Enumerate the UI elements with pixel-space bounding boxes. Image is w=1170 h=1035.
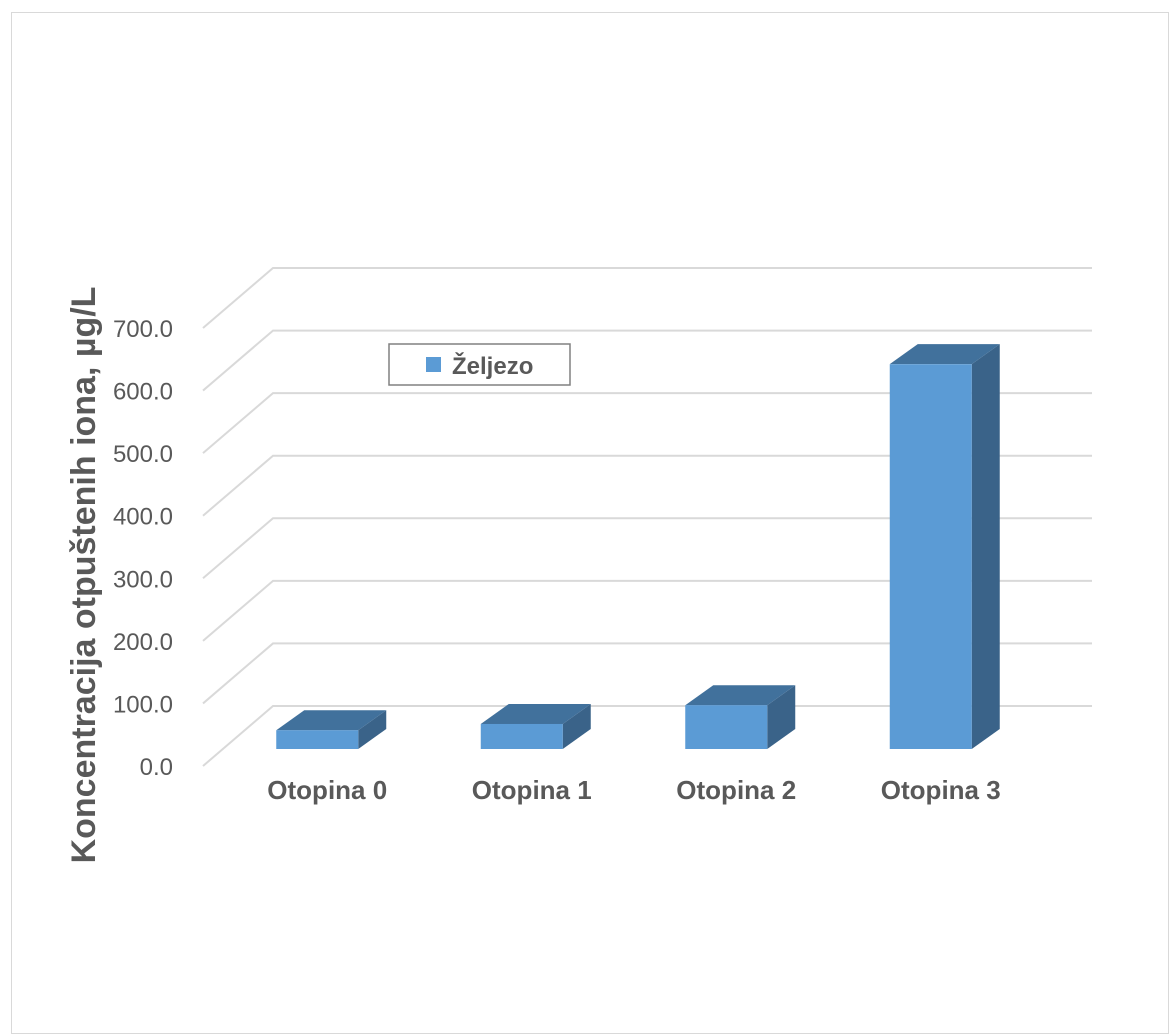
y-tick-label: 400.0 xyxy=(113,504,173,531)
gridline xyxy=(202,705,1092,767)
bar-side xyxy=(562,703,591,749)
legend-label-zeljezo: Željezo xyxy=(452,352,533,380)
x-axis-categories: Otopina 0 Otopina 1 Otopina 2 Otopina 3 xyxy=(267,775,1000,805)
y-axis-title: Koncentracija otpuštenih iona, µg/L xyxy=(65,287,103,864)
x-category-label: Otopina 0 xyxy=(267,775,387,805)
legend: Željezo xyxy=(388,343,571,386)
gridline xyxy=(202,267,1092,329)
y-tick-label: 500.0 xyxy=(113,441,173,468)
bar-top xyxy=(685,685,796,706)
y-tick-label: 100.0 xyxy=(113,691,173,718)
y-tick-label: 300.0 xyxy=(113,566,173,593)
gridline xyxy=(202,454,1092,517)
y-tick-label: 0.0 xyxy=(140,754,173,781)
bar-side xyxy=(767,685,796,749)
bar xyxy=(889,364,972,749)
gridlines xyxy=(202,267,1092,767)
gridline xyxy=(202,642,1092,705)
gridline xyxy=(202,392,1092,454)
y-tick-label: 600.0 xyxy=(113,379,173,406)
bar-top xyxy=(889,344,1000,365)
legend-box xyxy=(388,343,571,386)
bar xyxy=(685,705,768,749)
gridline xyxy=(202,517,1092,580)
bar-top xyxy=(480,703,591,724)
bar-side xyxy=(358,710,387,749)
bar xyxy=(480,723,563,749)
gridline xyxy=(202,329,1092,392)
bar-top xyxy=(276,710,387,731)
gridline xyxy=(202,579,1092,642)
y-axis-ticks: 0.0 100.0 200.0 300.0 400.0 500.0 600.0 700.0 xyxy=(113,316,173,781)
bar xyxy=(276,730,359,749)
bar-side xyxy=(971,344,1000,749)
x-category-label: Otopina 3 xyxy=(881,775,1001,805)
y-tick-label: 200.0 xyxy=(113,629,173,656)
bars xyxy=(276,344,1000,749)
x-category-label: Otopina 1 xyxy=(472,775,592,805)
y-tick-label: 700.0 xyxy=(113,316,173,343)
legend-swatch xyxy=(426,357,441,372)
x-category-label: Otopina 2 xyxy=(676,775,796,805)
